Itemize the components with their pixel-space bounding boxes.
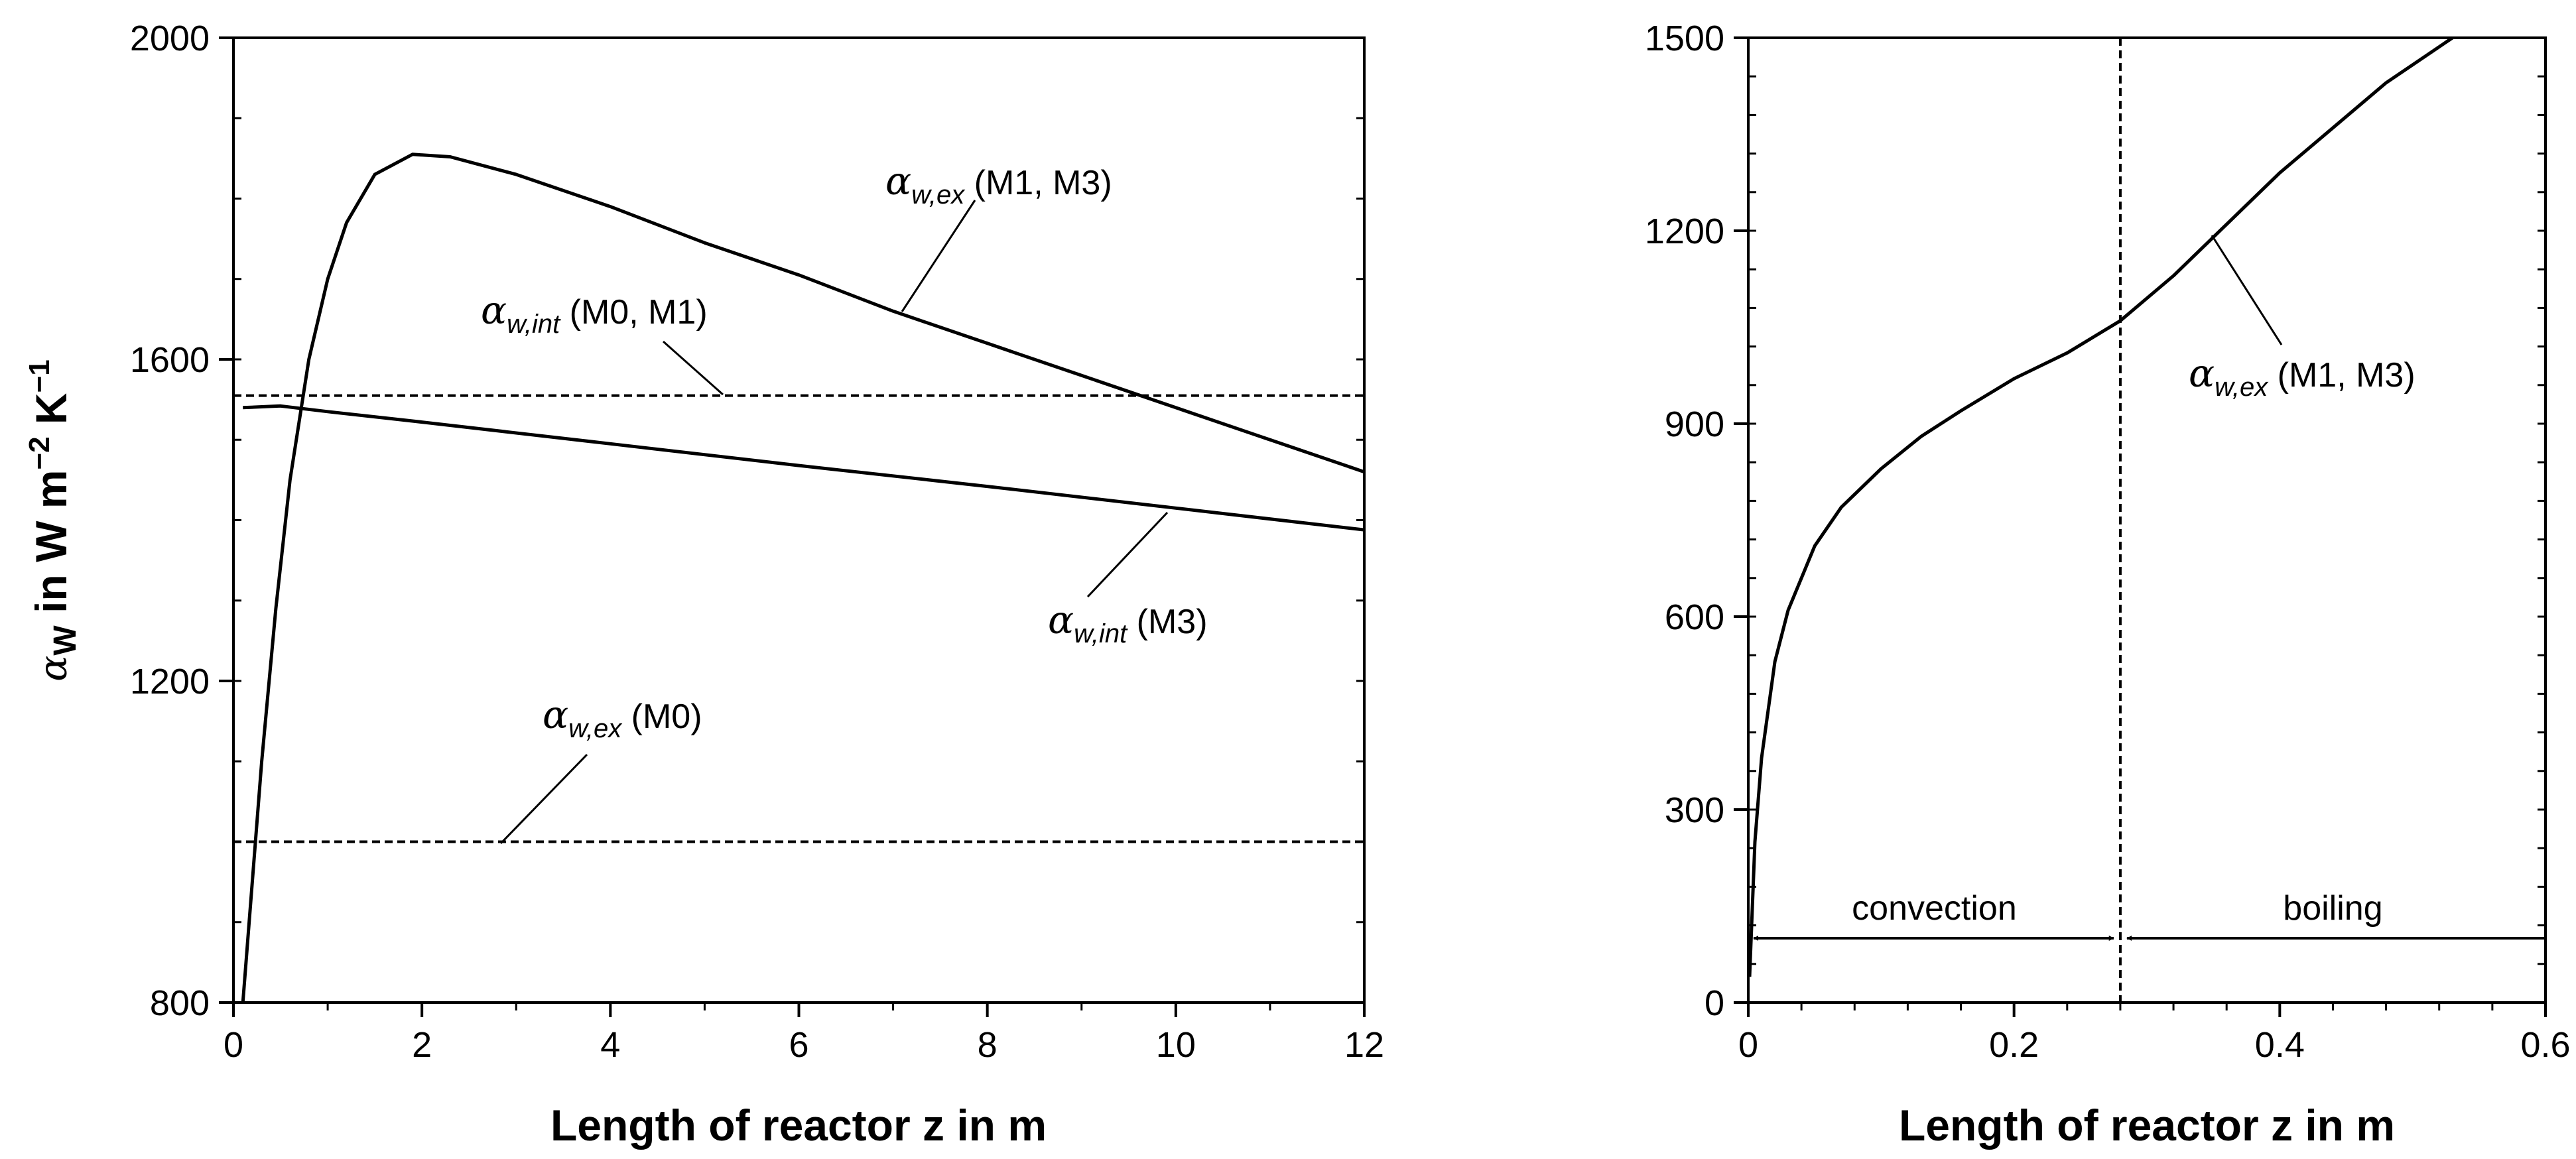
leader-line-int-m3	[1086, 511, 1169, 598]
annotation-right-ex-m1m3: αw,ex (M1, M3)	[2189, 351, 2415, 402]
right-series-group	[1748, 36, 2454, 977]
right-x-axis-title: Length of reactor z in m	[1899, 1101, 2395, 1150]
left-y-tick-label: 1600	[130, 340, 210, 380]
right-y-tick-label: 1200	[1645, 212, 1724, 251]
right-x-tick-label: 0.2	[1989, 1025, 2039, 1065]
left-x-axis-title: Length of reactor z in m	[550, 1101, 1047, 1150]
right-regions-group: convection boiling	[1753, 38, 2545, 1003]
right-y-tick-label: 1500	[1645, 19, 1724, 58]
annotation-ex-m1m3: αw,ex (M1, M3)	[885, 158, 1112, 210]
region-label-convection: convection	[1852, 889, 2017, 928]
right-chart: 0 0.2 0.4 0.6 0 300 600 900 1200 1500 convection b…	[1645, 19, 2571, 1150]
leader-line-int-m0m1	[663, 340, 724, 396]
left-x-tick-label: 10	[1156, 1025, 1196, 1065]
left-y-tick-label: 800	[150, 983, 210, 1023]
right-y-tick-label: 600	[1665, 597, 1724, 637]
left-y-axis-title: αW in W m−2 K−1	[23, 359, 83, 681]
left-y-tick-label: 2000	[130, 19, 210, 58]
right-x-tick-label: 0.6	[2520, 1025, 2570, 1065]
left-x-tick-label: 8	[978, 1025, 998, 1065]
left-x-tick-label: 0	[224, 1025, 243, 1065]
left-y-tick-label: 1200	[130, 662, 210, 702]
left-series-group	[233, 152, 1365, 1003]
leader-line-ex-m0	[499, 753, 588, 845]
region-label-boiling: boiling	[2283, 889, 2382, 928]
left-plot-frame	[232, 36, 1366, 1004]
right-plot-frame	[1747, 36, 2547, 1004]
left-series-line-0	[241, 152, 1365, 1003]
right-series-line-0	[1748, 36, 2454, 977]
annotation-int-m0m1: αw,int (M0, M1)	[481, 288, 708, 339]
left-ticks-group: 0 2 4 6 8 10 12 800 1200 1600 2000	[130, 19, 1384, 1065]
leader-line-ex-m1m3	[901, 200, 976, 312]
right-x-tick-label: 0	[1738, 1025, 1758, 1065]
annotation-int-m3: αw,int (M3)	[1048, 597, 1208, 648]
left-x-tick-label: 12	[1344, 1025, 1384, 1065]
right-x-tick-label: 0.4	[2255, 1025, 2305, 1065]
right-ticks-group: 0 0.2 0.4 0.6 0 300 600 900 1200 1500	[1645, 19, 2571, 1065]
right-y-tick-label: 0	[1705, 983, 1724, 1023]
left-x-tick-label: 4	[600, 1025, 620, 1065]
right-y-tick-label: 900	[1665, 404, 1724, 444]
annotation-ex-m0: αw,ex (M0)	[543, 692, 702, 743]
leader-line-right-ex	[2211, 235, 2283, 345]
left-x-tick-label: 2	[412, 1025, 432, 1065]
left-series-line-2	[243, 404, 1365, 532]
left-chart: 0 2 4 6 8 10 12 800 1200 1600 2000 Length of react…	[23, 19, 1384, 1150]
left-x-tick-label: 6	[789, 1025, 808, 1065]
right-y-tick-label: 300	[1665, 790, 1724, 830]
